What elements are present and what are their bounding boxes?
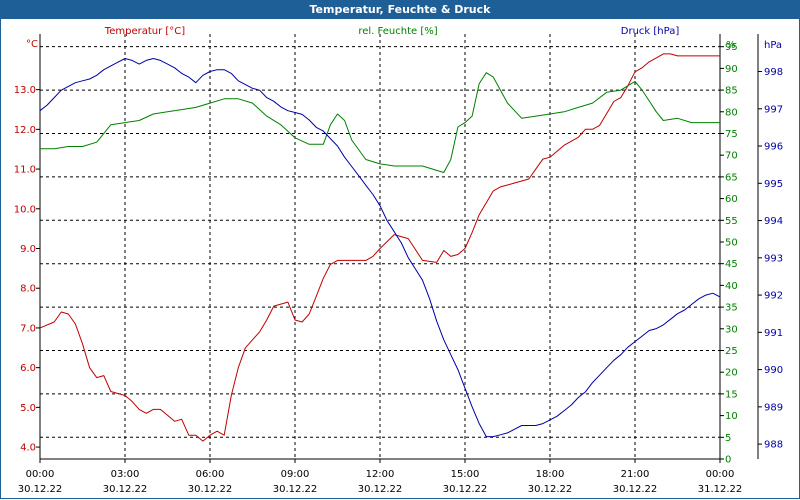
chart-title: Temperatur, Feuchte & Druck: [0, 0, 800, 19]
temperature-tick-label: 7.0: [20, 323, 36, 334]
humidity-tick-label: 25: [725, 346, 738, 357]
pressure-tick-label: 991: [764, 328, 783, 339]
temperature-series-line: [39, 53, 720, 442]
humidity-tick-label: 35: [725, 303, 738, 314]
x-tick-time-label: 03:00: [111, 469, 140, 480]
humidity-unit-label: %: [726, 40, 736, 51]
humidity-tick-label: 45: [725, 259, 738, 270]
humidity-tick-label: 15: [725, 389, 738, 400]
pressure-tick-label: 995: [764, 179, 783, 190]
x-tick-time-label: 18:00: [536, 469, 565, 480]
humidity-tick-label: 10: [725, 411, 738, 422]
pressure-tick-label: 994: [764, 216, 783, 227]
pressure-tick-label: 993: [764, 253, 783, 264]
pressure-series-line: [39, 58, 721, 438]
x-tick-time-label: 00:00: [26, 469, 55, 480]
temperature-tick-label: 11.0: [14, 165, 36, 176]
humidity-tick-label: 90: [725, 64, 738, 75]
pressure-unit-label: hPa: [764, 40, 782, 51]
temperature-tick-label: 4.0: [20, 443, 36, 454]
x-tick-time-label: 06:00: [196, 469, 225, 480]
x-tick-date-label: 30.12.22: [613, 484, 658, 495]
humidity-tick-label: 5: [725, 433, 731, 444]
humidity-tick-label: 40: [725, 281, 738, 292]
humidity-tick-label: 0: [725, 455, 731, 466]
humidity-tick-label: 85: [725, 86, 738, 97]
x-tick-time-label: 00:00: [706, 469, 735, 480]
humidity-tick-label: 65: [725, 172, 738, 183]
temperature-tick-label: 6.0: [20, 363, 36, 374]
pressure-tick-label: 990: [764, 365, 783, 376]
x-tick-date-label: 30.12.22: [103, 484, 148, 495]
x-tick-time-label: 15:00: [451, 469, 480, 480]
temperature-unit-label: °C: [26, 39, 38, 50]
x-tick-date-label: 31.12.22: [698, 484, 743, 495]
x-tick-date-label: 30.12.22: [443, 484, 488, 495]
x-tick-time-label: 12:00: [366, 469, 395, 480]
x-tick-time-label: 21:00: [621, 469, 650, 480]
x-tick-date-label: 30.12.22: [273, 484, 318, 495]
humidity-tick-label: 60: [725, 194, 738, 205]
humidity-tick-label: 70: [725, 151, 738, 162]
x-tick-date-label: 30.12.22: [358, 484, 403, 495]
temperature-tick-label: 10.0: [14, 204, 36, 215]
humidity-tick-label: 80: [725, 107, 738, 118]
humidity-tick-label: 55: [725, 216, 738, 227]
pressure-axis-title: Druck [hPa]: [621, 26, 680, 37]
pressure-tick-label: 992: [764, 291, 783, 302]
pressure-tick-label: 997: [764, 104, 783, 115]
pressure-tick-label: 998: [764, 67, 783, 78]
temperature-axis-title: Temperatur [°C]: [104, 26, 185, 37]
temperature-tick-label: 13.0: [14, 85, 36, 96]
humidity-tick-label: 75: [725, 129, 738, 140]
x-tick-date-label: 30.12.22: [528, 484, 573, 495]
pressure-tick-label: 988: [764, 440, 783, 451]
temperature-tick-label: 8.0: [20, 284, 36, 295]
pressure-tick-label: 989: [764, 402, 783, 413]
temperature-tick-label: 12.0: [14, 125, 36, 136]
temperature-tick-label: 9.0: [20, 244, 36, 255]
humidity-tick-label: 50: [725, 237, 738, 248]
humidity-tick-label: 95: [725, 42, 738, 53]
humidity-tick-label: 30: [725, 324, 738, 335]
humidity-tick-label: 20: [725, 368, 738, 379]
x-tick-time-label: 09:00: [281, 469, 310, 480]
x-tick-date-label: 30.12.22: [18, 484, 63, 495]
humidity-axis-title: rel. Feuchte [%]: [358, 26, 437, 37]
humidity-series-line: [40, 72, 720, 173]
x-tick-date-label: 30.12.22: [188, 484, 233, 495]
pressure-tick-label: 996: [764, 142, 783, 153]
temperature-tick-label: 5.0: [20, 403, 36, 414]
